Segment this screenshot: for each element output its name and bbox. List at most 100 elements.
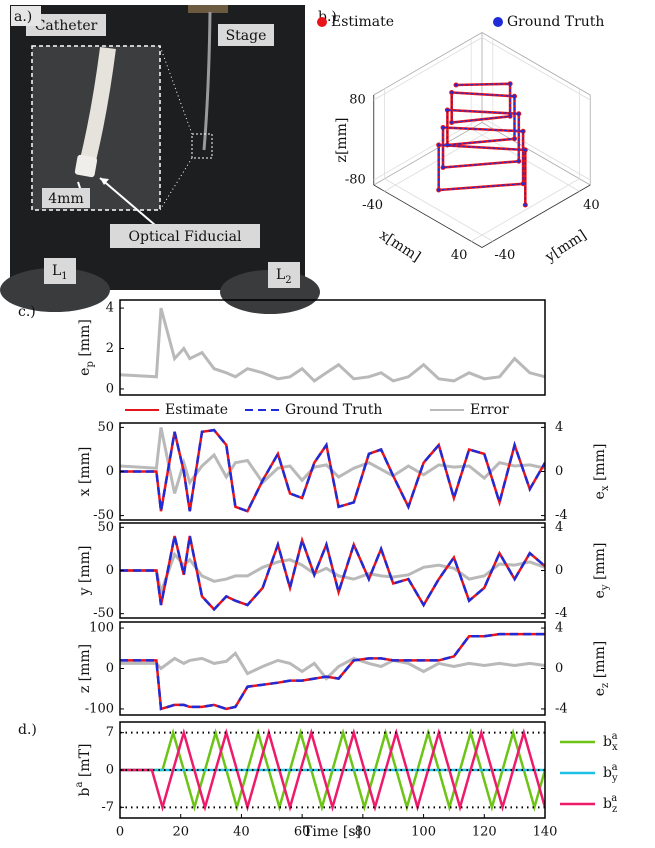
point xyxy=(521,182,525,186)
series-line xyxy=(120,728,545,812)
photo-label: L2 xyxy=(276,267,292,286)
label-part: [mT] xyxy=(77,744,93,782)
y-tick-label: -40 xyxy=(494,248,515,263)
grid-line xyxy=(384,178,494,242)
x-tick-label: 60 xyxy=(294,825,311,840)
label-box xyxy=(110,224,260,248)
photo-label: 4mm xyxy=(48,191,83,207)
y2-tick-label: 0 xyxy=(555,661,563,676)
label-part: y xyxy=(600,584,611,591)
label-part: [mm] xyxy=(592,444,608,486)
y-tick-label: -100 xyxy=(85,701,114,716)
label-part: [mm] xyxy=(592,641,608,683)
y2-tick-label: 4 xyxy=(555,621,563,636)
y2-tick-label: 0 xyxy=(555,563,563,578)
y2-tick-label: -4 xyxy=(555,508,568,523)
label-part: z xyxy=(612,804,617,815)
z-tick-label: -80 xyxy=(345,173,366,188)
x-tick-label: 80 xyxy=(355,825,372,840)
grid-line xyxy=(470,178,580,242)
plot-area xyxy=(120,307,545,383)
label-box xyxy=(268,262,300,288)
label-part: y xyxy=(611,773,618,784)
photo: Catheter Stage 4mm Optical Fiducial L1 L… xyxy=(0,5,320,314)
plot-area xyxy=(120,728,545,812)
box-edge xyxy=(481,184,591,248)
label-box xyxy=(26,14,106,36)
point xyxy=(521,129,525,133)
label-part: [mm] xyxy=(77,319,93,361)
label-part: L xyxy=(52,263,61,279)
photo-label: Catheter xyxy=(35,18,98,34)
legend-marker xyxy=(317,17,327,27)
point xyxy=(445,143,449,147)
label-part: x xyxy=(612,742,618,753)
label-box xyxy=(42,188,90,208)
y-tick-label: 0 xyxy=(106,763,114,778)
label-part: e xyxy=(592,491,608,499)
x-axis-label: x[mm] xyxy=(376,227,423,265)
grid-line xyxy=(481,37,591,101)
x-tick-label: 40 xyxy=(233,825,250,840)
y-axis-label: y[mm] xyxy=(542,227,590,266)
label-part: e xyxy=(77,368,93,376)
label-box xyxy=(218,24,274,46)
axes-frame xyxy=(119,299,546,396)
label-part: a xyxy=(611,793,617,804)
point xyxy=(441,166,445,169)
axes-frame xyxy=(119,522,546,619)
legend-label: bxa xyxy=(603,731,618,753)
series-line xyxy=(120,535,545,612)
point xyxy=(450,91,454,94)
label-box xyxy=(44,258,76,284)
legend-label: Estimate xyxy=(165,402,228,418)
label-box xyxy=(11,6,41,26)
series-line xyxy=(120,427,545,494)
fiducial-arrow xyxy=(99,177,156,226)
catheter-tube xyxy=(80,46,116,162)
y2-axis-label: ex [mm] xyxy=(592,444,611,500)
y-axis-label: z [mm] xyxy=(77,644,93,693)
label-part: b xyxy=(603,734,612,750)
box-edge xyxy=(373,32,483,96)
box-edge xyxy=(481,122,591,186)
y-tick-label: 7 xyxy=(106,725,114,740)
point xyxy=(508,82,512,86)
photo-label: Optical Fiducial xyxy=(129,229,242,245)
x-tick-label: 120 xyxy=(472,825,497,840)
legend-label: bya xyxy=(603,762,618,784)
y2-tick-label: 4 xyxy=(555,520,563,535)
label-part: b xyxy=(603,765,612,781)
y2-tick-label: -4 xyxy=(555,701,568,716)
grid-line xyxy=(373,117,483,181)
y-tick-label: -7 xyxy=(101,800,114,815)
legend-label: Estimate xyxy=(331,14,394,30)
x-axis-label: Time [s] xyxy=(303,824,361,840)
axes-frame xyxy=(119,721,546,819)
z-tick-label: 80 xyxy=(349,93,366,108)
label-part: b xyxy=(77,787,93,796)
y-tick-label: 50 xyxy=(97,520,114,535)
y-tick-label: -50 xyxy=(93,508,114,523)
label-part: p xyxy=(85,361,96,367)
axes-frame xyxy=(119,422,546,521)
photo-label: Stage xyxy=(226,28,267,44)
series-line xyxy=(120,307,545,383)
point xyxy=(445,108,449,112)
grid-line xyxy=(481,117,591,181)
panel-label: c.) xyxy=(18,304,36,320)
y-tick-label: 40 xyxy=(583,198,600,213)
y-tick-label: -50 xyxy=(93,606,114,621)
box-edge xyxy=(481,32,591,96)
y-axis-label: ep [mm] xyxy=(77,319,96,376)
y-tick-label: 2 xyxy=(106,341,114,356)
plot-area xyxy=(120,632,545,711)
point xyxy=(517,159,521,163)
y-tick-label: 0 xyxy=(106,661,114,676)
point xyxy=(517,112,521,116)
legend-label: Ground Truth xyxy=(507,14,604,30)
y2-tick-label: -4 xyxy=(555,606,568,621)
panel-label: d.) xyxy=(18,722,37,738)
label-part: L xyxy=(276,267,285,283)
point xyxy=(512,94,516,98)
